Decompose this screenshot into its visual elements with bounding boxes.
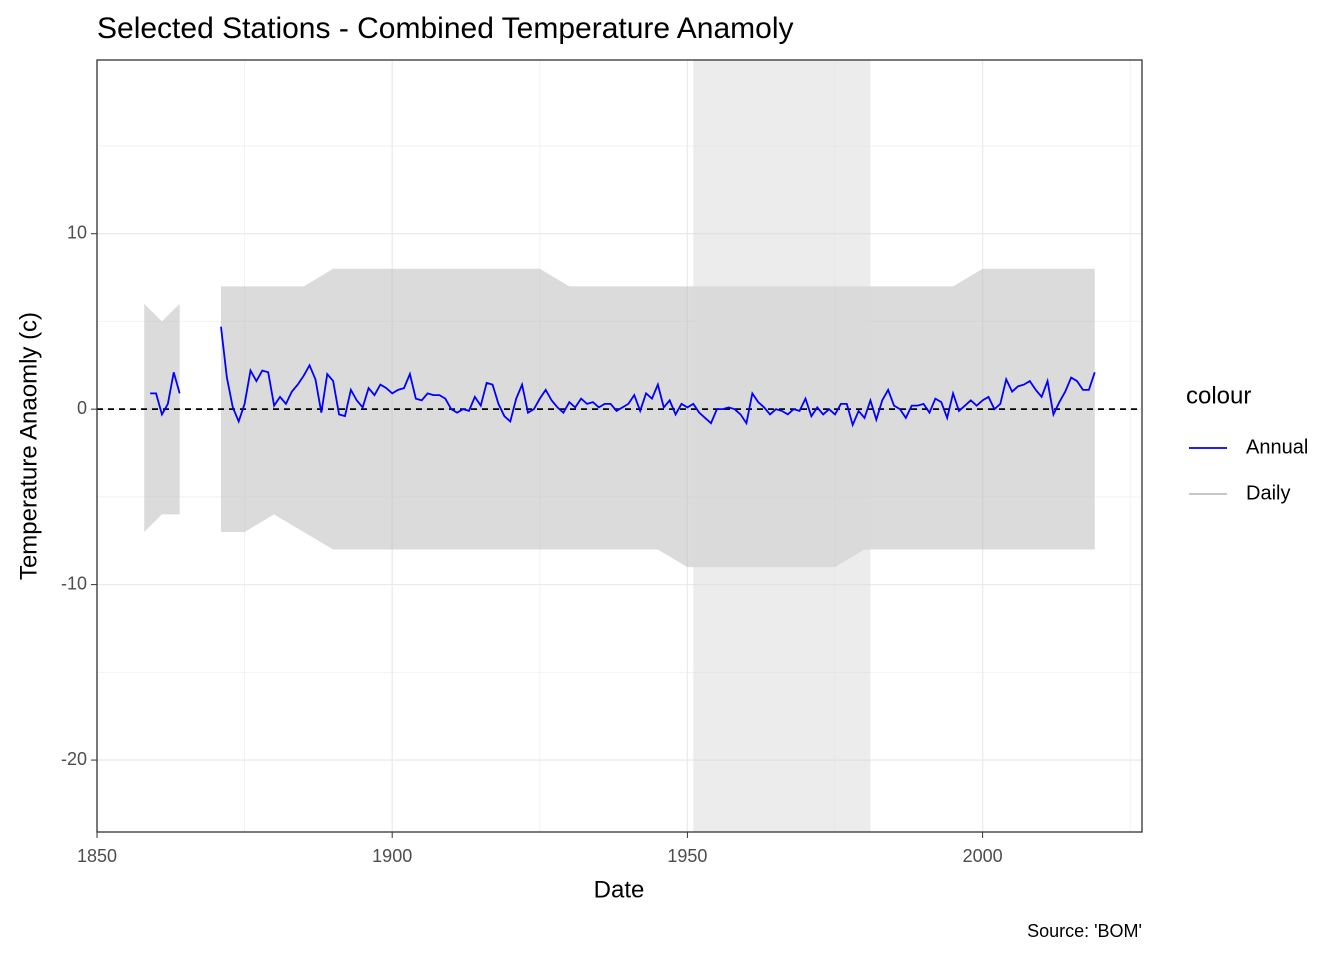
legend-title: colour: [1186, 382, 1251, 409]
x-tick-label: 1950: [667, 846, 707, 866]
daily-band: [144, 303, 180, 532]
annual-line: [220, 326, 1096, 428]
chart-title: Selected Stations - Combined Temperature…: [97, 12, 794, 45]
y-tick-label: 10: [67, 222, 87, 242]
x-tick-label: 2000: [963, 846, 1003, 866]
x-tick-label: 1900: [372, 846, 412, 866]
daily-band: [220, 268, 1095, 568]
legend-label: Daily: [1246, 482, 1290, 504]
y-tick-label: -20: [61, 749, 87, 769]
x-tick-label: 1850: [77, 846, 117, 866]
legend-label: Annual: [1246, 436, 1308, 458]
y-tick-label: -10: [61, 573, 87, 593]
caption: Source: 'BOM': [1027, 921, 1142, 941]
y-axis-title: Temperature Anaomly (c): [15, 312, 42, 580]
highlight-region: [693, 60, 871, 832]
panel-border: [96, 59, 1143, 833]
annual-line: [150, 372, 181, 417]
x-axis-title: Date: [594, 876, 645, 903]
y-tick-label: 0: [77, 398, 87, 418]
